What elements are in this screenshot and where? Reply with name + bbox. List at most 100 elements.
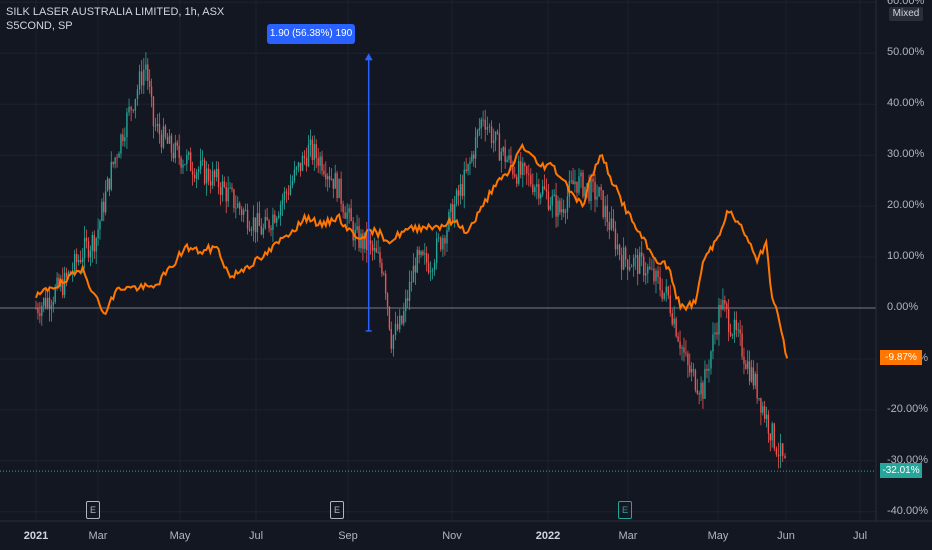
candle-body xyxy=(189,152,192,172)
price-axis-tick-label: 0.00% xyxy=(887,301,919,313)
candle-body xyxy=(461,184,464,196)
candle-body xyxy=(91,234,94,251)
candle-body xyxy=(87,241,90,258)
candle-body xyxy=(386,293,389,307)
candle-body xyxy=(106,178,109,192)
candle-body xyxy=(307,144,310,167)
candle-body xyxy=(388,306,391,329)
candle-body xyxy=(739,329,741,334)
time-axis-tick-label: Nov xyxy=(442,530,462,542)
candle-body xyxy=(551,195,553,206)
candle-body xyxy=(677,336,679,342)
price-axis-tick-label: -20.00% xyxy=(887,402,928,415)
candle-body xyxy=(708,368,710,371)
earnings-event-icon[interactable]: E xyxy=(330,501,344,519)
candle-body xyxy=(156,123,159,127)
candle-body xyxy=(659,277,661,291)
candle-body xyxy=(197,169,200,172)
candle-body xyxy=(289,185,292,195)
candle-body xyxy=(268,220,270,229)
candle-body xyxy=(463,169,465,196)
candle-body xyxy=(649,266,651,269)
candle-body xyxy=(722,300,724,310)
candle-body xyxy=(93,234,95,252)
candle-body xyxy=(52,301,55,306)
candle-body xyxy=(162,126,165,148)
candle-body xyxy=(694,370,697,391)
candle-body xyxy=(624,247,627,260)
candle-body xyxy=(622,247,625,270)
candle-body xyxy=(745,363,747,369)
candle-body xyxy=(401,315,403,324)
candle-body xyxy=(665,286,667,293)
candle-body xyxy=(276,217,278,223)
price-axis-tick-label: 60.00% xyxy=(887,0,925,8)
candle-body xyxy=(73,253,76,272)
candle-body xyxy=(116,157,118,159)
candle-body xyxy=(266,216,268,221)
candle-body xyxy=(687,353,689,366)
candle-body xyxy=(492,140,495,144)
candle-body xyxy=(718,304,720,335)
candle-body xyxy=(221,181,224,195)
candle-body xyxy=(471,154,473,162)
candle-body xyxy=(598,187,600,197)
candle-body xyxy=(172,152,175,159)
candle-body xyxy=(418,249,420,255)
price-axis-tick-label: -30.00% xyxy=(887,453,928,466)
candle-body xyxy=(636,255,639,274)
candle-body xyxy=(482,119,484,121)
candle-body xyxy=(174,142,177,159)
candle-body xyxy=(727,309,730,332)
candle-body xyxy=(522,163,524,175)
candle-body xyxy=(184,164,186,165)
price-scale-mode-badge[interactable]: Mixed xyxy=(889,7,923,21)
candle-body xyxy=(209,181,212,186)
candle-body xyxy=(250,230,253,232)
candle-body xyxy=(590,178,592,202)
candle-body xyxy=(438,237,440,239)
candle-body xyxy=(508,155,510,160)
candle-body xyxy=(496,131,499,134)
candle-body xyxy=(543,186,546,190)
candle-body xyxy=(41,305,43,316)
candle-body xyxy=(724,300,726,304)
candle-body xyxy=(647,266,649,274)
candle-body xyxy=(215,168,218,178)
candle-body xyxy=(108,178,111,190)
candle-body xyxy=(735,319,738,330)
candle-body xyxy=(325,173,327,180)
candle-body xyxy=(272,214,274,230)
earnings-event-icon[interactable]: E xyxy=(86,501,100,519)
candle-body xyxy=(237,203,239,208)
time-axis-tick-label: 2022 xyxy=(535,530,561,542)
candle-body xyxy=(474,137,477,159)
measure-tool[interactable] xyxy=(364,53,373,332)
earnings-event-icon[interactable]: E xyxy=(618,501,632,519)
candle-body xyxy=(576,181,578,193)
candle-body xyxy=(283,191,286,201)
candle-body xyxy=(653,268,655,282)
candle-body xyxy=(769,433,772,441)
candle-body xyxy=(130,106,132,110)
candle-body xyxy=(540,194,542,199)
candle-body xyxy=(143,69,145,86)
candle-body xyxy=(698,393,700,395)
candle-body xyxy=(293,169,296,181)
candle-body xyxy=(610,218,613,230)
candle-body xyxy=(252,217,255,231)
candle-body xyxy=(334,173,336,189)
candle-body xyxy=(669,295,671,314)
candle-body xyxy=(747,361,749,369)
candle-body xyxy=(186,155,188,165)
candle-body xyxy=(152,96,155,127)
candle-body xyxy=(375,248,377,253)
candle-body xyxy=(524,163,526,167)
candle-body xyxy=(336,173,338,198)
candle-body xyxy=(510,155,512,164)
candle-body xyxy=(433,262,436,271)
candle-body xyxy=(176,142,178,146)
legend-symbol[interactable]: SILK LASER AUSTRALIA LIMITED, 1h, ASX xyxy=(6,6,225,18)
legend-compare-symbol[interactable]: S5COND, SP xyxy=(6,20,73,32)
